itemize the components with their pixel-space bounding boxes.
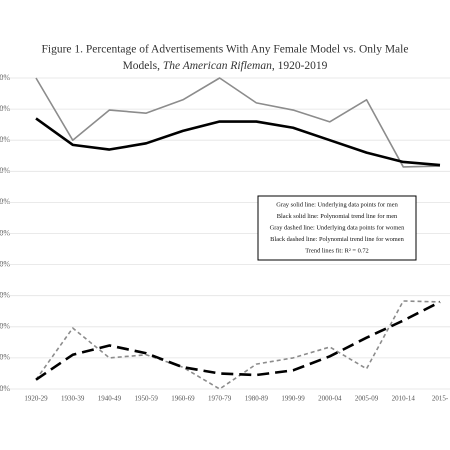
y-tick-label: 10%	[0, 353, 10, 362]
y-tick-label: 100%	[0, 73, 10, 82]
y-tick-label: 50%	[0, 228, 10, 237]
y-tick-label: 90%	[0, 104, 10, 113]
y-tick-label: 20%	[0, 322, 10, 331]
title-part: , 1920-2019	[272, 60, 328, 72]
series-line	[35, 300, 441, 390]
chart-title: Figure 1. Percentage of Advertisements W…	[42, 44, 409, 56]
x-tick-label: 1920-29	[24, 395, 48, 403]
series-line	[35, 77, 441, 168]
x-tick-label: 2010-14	[392, 395, 416, 403]
y-tick-label: 30%	[0, 291, 10, 300]
y-tick-label: 70%	[0, 166, 10, 175]
legend-text: Trend lines fit: R² = 0.72	[305, 247, 369, 254]
x-tick-label: 2000-04	[318, 395, 342, 403]
legend-text: Gray solid line: Underlying data points …	[276, 201, 398, 208]
y-tick-label: 40%	[0, 259, 10, 268]
x-tick-label: 1970-79	[208, 395, 232, 403]
legend-text: Gray dashed line: Underlying data points…	[270, 224, 406, 231]
series-line	[35, 117, 441, 167]
title-part: The American Rifleman	[163, 60, 272, 72]
legend-box	[257, 195, 417, 261]
x-tick-label: 1990-99	[281, 395, 305, 403]
x-tick-label: 2015-	[432, 395, 449, 403]
y-tick-label: 60%	[0, 197, 10, 206]
x-tick-label: 2005-09	[355, 395, 379, 403]
legend-text: Black solid line: Polynomial trend line …	[277, 213, 398, 220]
title-part: Models,	[123, 60, 163, 72]
x-tick-label: 1960-69	[171, 395, 195, 403]
chart-title: Models, The American Rifleman, 1920-2019	[123, 60, 328, 72]
x-tick-label: 1950-59	[135, 395, 159, 403]
series-line	[35, 300, 441, 381]
y-tick-label: 80%	[0, 135, 10, 144]
x-tick-label: 1940-49	[98, 395, 122, 403]
legend-text: Black dashed line: Polynomial trend line…	[270, 236, 404, 243]
x-tick-label: 1930-39	[61, 395, 85, 403]
x-tick-label: 1980-89	[245, 395, 269, 403]
y-tick-label: 0%	[0, 384, 10, 393]
